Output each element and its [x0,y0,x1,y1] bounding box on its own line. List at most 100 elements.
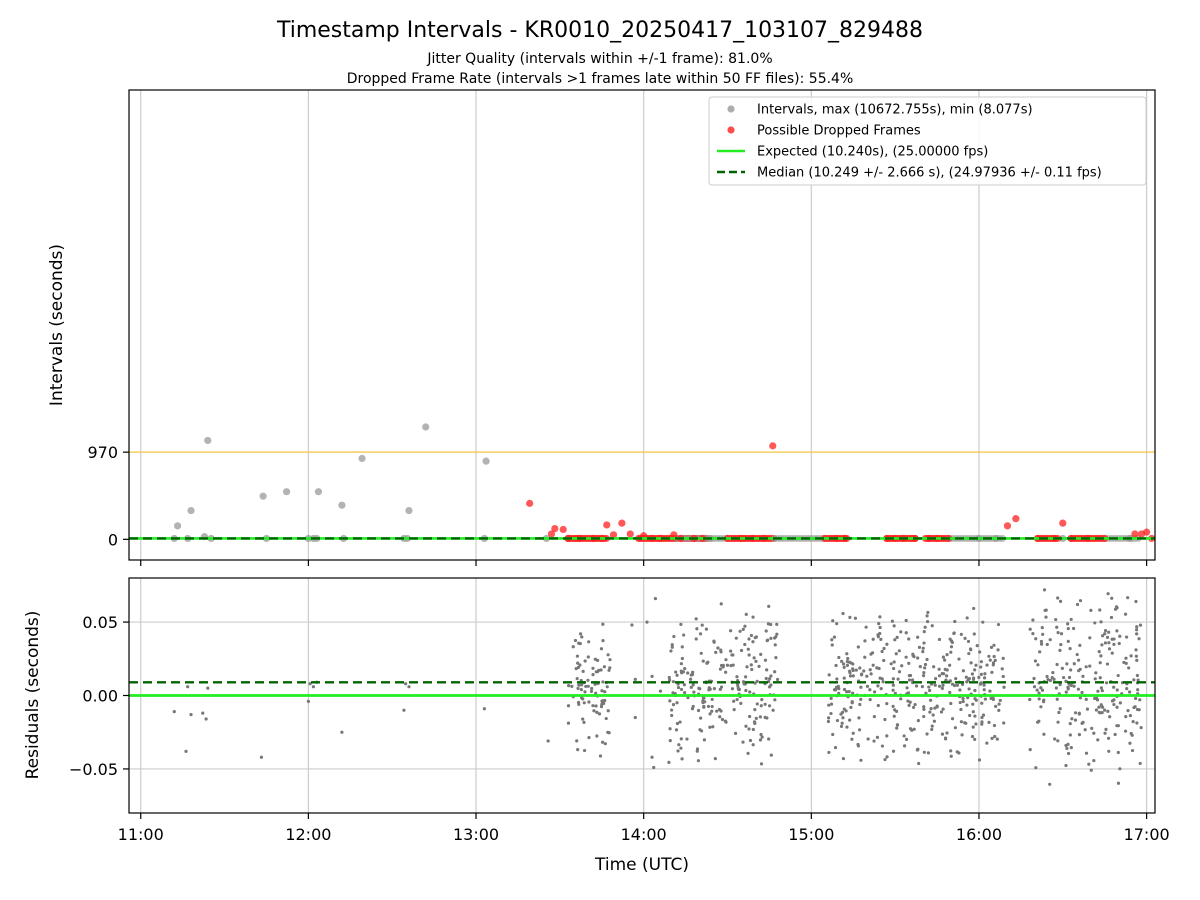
residual-point [576,665,581,669]
residual-point [949,650,953,654]
residual-point [566,704,571,708]
residual-point [600,701,605,705]
residual-point [1045,642,1049,647]
residual-point [1093,621,1097,625]
legend-dropped-icon [727,126,735,134]
residual-point [680,656,684,661]
residual-point [749,663,753,667]
residual-point [630,623,634,627]
time-x-tick-label: 11:00 [118,825,164,844]
residual-point [670,713,674,718]
residual-point [930,727,934,732]
residual-point [1046,677,1050,682]
residual-point [831,619,835,623]
intervals-y-tick-label: 0 [108,530,118,549]
residual-point [669,649,673,653]
residual-point [989,645,994,649]
interval-point [405,506,413,515]
residual-point [1105,635,1110,639]
residual-point [907,661,911,665]
residual-point [978,650,982,654]
residual-point [940,686,944,690]
residual-point [911,705,916,710]
residual-point [698,632,703,636]
residual-point [746,647,750,651]
residual-point [720,717,725,722]
residual-point [932,665,936,669]
residual-point [948,690,952,695]
residual-point [1037,697,1041,701]
residual-point [996,622,1001,627]
residual-point [757,664,761,669]
residual-point [875,735,880,739]
residual-point [851,662,855,666]
residual-point [1031,618,1035,622]
residual-point [1048,782,1052,786]
residual-point [1135,673,1140,678]
residual-point [676,749,680,753]
residual-point [841,611,845,616]
residual-point [1053,737,1057,741]
residual-point [948,637,952,641]
residual-point [972,632,976,636]
residual-point [971,702,975,706]
residual-point [1123,612,1128,616]
residual-point [746,751,750,755]
residual-point [1089,768,1093,772]
residual-point [699,716,703,720]
residual-point [1065,662,1069,666]
residual-point [922,670,926,675]
residual-point [742,682,746,686]
residual-point [997,702,1001,706]
chart-title: Timestamp Intervals - KR0010_20250417_10… [276,18,923,43]
residual-point [583,659,587,663]
residual-point [910,678,915,682]
residual-point [1116,781,1121,785]
residual-point [1070,717,1074,721]
residual-point [578,641,582,646]
residual-point [1040,626,1044,630]
residual-point [908,673,913,678]
residual-point [835,718,840,723]
residual-point [869,672,873,676]
residual-point [703,700,707,704]
residual-point [1064,690,1068,694]
residual-point [706,704,711,709]
residual-point [1081,674,1085,678]
residual-point [744,612,748,616]
residual-point [1040,688,1045,692]
dropped-frame-point [670,531,678,539]
residual-point [645,620,649,624]
residual-point [1110,651,1114,655]
residual-point [889,662,893,666]
residual-point [739,648,744,653]
residual-point [601,639,605,643]
residual-point [1106,736,1111,740]
residual-point [1065,746,1069,751]
residual-point [577,683,581,687]
residual-point [765,668,769,672]
dropped-frame-point [603,521,611,529]
residual-point [755,679,759,684]
residual-point [729,649,733,653]
residual-point [841,716,845,720]
residual-point [964,721,968,725]
residual-point [744,675,748,679]
residual-point [1112,702,1116,707]
residual-point [769,622,773,627]
residual-point [998,698,1002,703]
residual-point [1117,641,1121,646]
residual-point [1066,751,1071,756]
residual-point [858,702,862,707]
residual-point [1116,750,1120,755]
time-x-tick-label: 12:00 [285,825,331,844]
dropped-frame-point [526,499,534,507]
residual-point [575,739,579,743]
residual-point [768,677,772,681]
intervals-y-tick-label: 970 [87,443,118,462]
residual-point [753,708,757,712]
residual-point [769,636,773,640]
residual-point [718,715,722,719]
residual-point [667,760,671,764]
residual-point [1126,709,1130,713]
